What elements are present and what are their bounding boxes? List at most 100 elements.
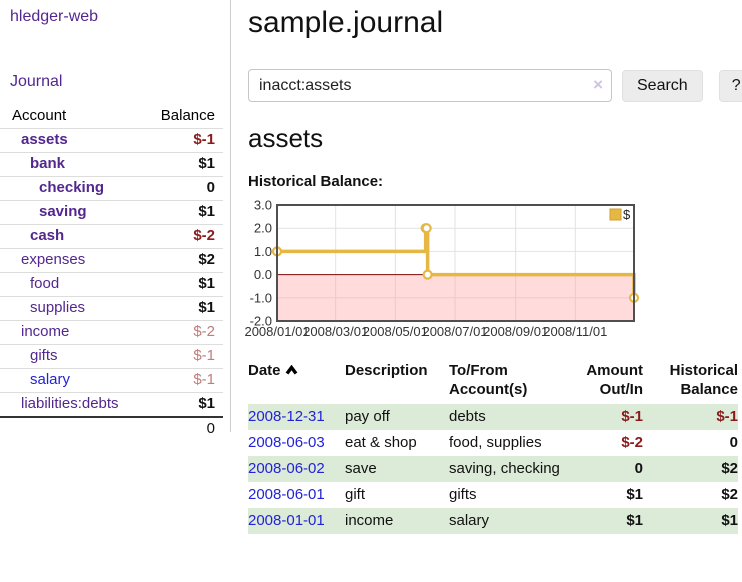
account-balance: $-1	[193, 131, 215, 148]
search-input[interactable]	[248, 69, 612, 102]
svg-text:1.0: 1.0	[254, 244, 272, 259]
transaction-balance: $-1	[716, 408, 738, 425]
main-content: sample.journal × Search ? assets Histori…	[231, 0, 742, 534]
transaction-accounts: food, supplies	[449, 434, 542, 451]
account-link[interactable]: salary	[30, 371, 71, 388]
account-link[interactable]: checking	[39, 179, 105, 196]
clear-search-icon[interactable]: ×	[593, 75, 603, 94]
svg-text:2.0: 2.0	[254, 221, 272, 236]
account-balance: $1	[198, 299, 215, 316]
svg-text:2008/05/01: 2008/05/01	[363, 324, 428, 339]
transaction-date-link[interactable]: 2008-06-02	[248, 460, 325, 477]
column-header-accounts: To/From Account(s)	[449, 362, 528, 398]
account-balance: $1	[198, 395, 215, 412]
transaction-description: eat & shop	[345, 434, 417, 451]
transaction-description: save	[345, 460, 377, 477]
account-row: checking 0	[0, 176, 223, 200]
column-header-description: Description	[345, 362, 428, 379]
account-balance: $-1	[193, 371, 215, 388]
transaction-date-link[interactable]: 2008-01-01	[248, 512, 325, 529]
transaction-row: 2008-06-01 gift gifts $1 $2	[248, 482, 738, 508]
account-row: food $1	[0, 272, 223, 296]
account-link[interactable]: supplies	[30, 299, 86, 316]
transaction-description: income	[345, 512, 394, 529]
transaction-balance: $1	[721, 512, 738, 529]
page: hledger-web Journal Account Balance asse…	[0, 0, 742, 534]
account-link[interactable]: cash	[30, 227, 65, 244]
transaction-amount: $1	[626, 486, 643, 503]
account-column-header: Account	[12, 107, 67, 124]
transaction-amount: 0	[634, 460, 643, 477]
account-row: saving $1	[0, 200, 223, 224]
accounts-total-balance: 0	[206, 420, 215, 437]
transaction-balance: $2	[721, 486, 738, 503]
transaction-amount: $-1	[621, 408, 643, 425]
svg-text:3.0: 3.0	[254, 198, 272, 213]
legend-label: $	[623, 207, 631, 222]
sort-ascending-icon	[285, 364, 297, 375]
account-link[interactable]: bank	[30, 155, 66, 172]
account-balance: $-2	[193, 227, 215, 244]
transaction-description: pay off	[345, 408, 390, 425]
account-link[interactable]: expenses	[21, 251, 86, 268]
svg-text:-2.0: -2.0	[250, 314, 272, 329]
account-link[interactable]: income	[21, 323, 70, 340]
account-balance: 0	[206, 179, 215, 196]
transaction-row: 2008-12-31 pay off debts $-1 $-1	[248, 404, 738, 430]
transaction-balance: $2	[721, 460, 738, 477]
accounts-list: assets $-1 bank $1 checking 0 saving $1 cash $-2 e…	[0, 128, 223, 416]
search-button[interactable]: Search	[622, 69, 703, 102]
account-balance: $2	[198, 251, 215, 268]
accounts-table: Account Balance assets $-1 bank $1 checking 0…	[0, 105, 223, 441]
svg-text:2008/01/01: 2008/01/01	[244, 324, 309, 339]
transaction-amount: $-2	[621, 434, 643, 451]
transaction-row: 2008-01-01 income salary $1 $1	[248, 508, 738, 534]
account-row: assets $-1	[0, 128, 223, 152]
svg-text:-1.0: -1.0	[250, 290, 272, 305]
account-link[interactable]: saving	[39, 203, 87, 220]
chart-title: Historical Balance:	[248, 173, 384, 190]
account-row: income $-2	[0, 320, 223, 344]
account-balance: $-1	[193, 347, 215, 364]
register-table: Date Description To/From Account(s) Amou…	[248, 358, 738, 534]
account-row: bank $1	[0, 152, 223, 176]
sidebar: hledger-web Journal Account Balance asse…	[0, 0, 231, 437]
transaction-date-link[interactable]: 2008-06-03	[248, 434, 325, 451]
svg-text:2008/03/01: 2008/03/01	[303, 324, 368, 339]
transaction-accounts: debts	[449, 408, 486, 425]
transaction-row: 2008-06-03 eat & shop food, supplies $-2 0	[248, 430, 738, 456]
account-row: salary $-1	[0, 368, 223, 392]
search-bar: × Search ?	[248, 69, 742, 102]
account-balance: $-2	[193, 323, 215, 340]
account-heading: assets	[248, 123, 324, 153]
transaction-date-link[interactable]: 2008-12-31	[248, 408, 325, 425]
transaction-description: gift	[345, 486, 366, 503]
account-link[interactable]: assets	[21, 131, 68, 148]
column-header-date: Date	[248, 358, 345, 404]
register-header-row: Date Description To/From Account(s) Amou…	[248, 358, 738, 404]
transaction-date-link[interactable]: 2008-06-01	[248, 486, 325, 503]
svg-text:2008/09/01: 2008/09/01	[483, 324, 548, 339]
search-help-button[interactable]: ?	[718, 69, 742, 102]
svg-text:2008/11/01: 2008/11/01	[543, 324, 607, 339]
page-title: sample.journal	[248, 6, 444, 39]
account-row: expenses $2	[0, 248, 223, 272]
account-balance: $1	[198, 275, 215, 292]
account-link[interactable]: liabilities:debts	[21, 395, 119, 412]
transaction-amount: $1	[626, 512, 643, 529]
column-header-amount: Amount Out/In	[586, 362, 643, 398]
account-row: liabilities:debts $1	[0, 392, 223, 416]
balance-column-header: Balance	[160, 107, 215, 124]
transaction-accounts: saving, checking	[449, 460, 560, 477]
accounts-table-header: Account Balance	[0, 105, 223, 128]
account-row: supplies $1	[0, 296, 223, 320]
transaction-balance: 0	[729, 434, 738, 451]
account-link[interactable]: gifts	[30, 347, 58, 364]
account-link[interactable]: food	[30, 275, 60, 292]
account-row: cash $-2	[0, 224, 223, 248]
sidebar-item-journal[interactable]: Journal	[10, 73, 63, 90]
app-title-link[interactable]: hledger-web	[10, 8, 99, 25]
transaction-row: 2008-06-02 save saving, checking 0 $2	[248, 456, 738, 482]
svg-text:0.0: 0.0	[254, 267, 272, 282]
column-header-balance: Historical Balance	[669, 362, 738, 398]
